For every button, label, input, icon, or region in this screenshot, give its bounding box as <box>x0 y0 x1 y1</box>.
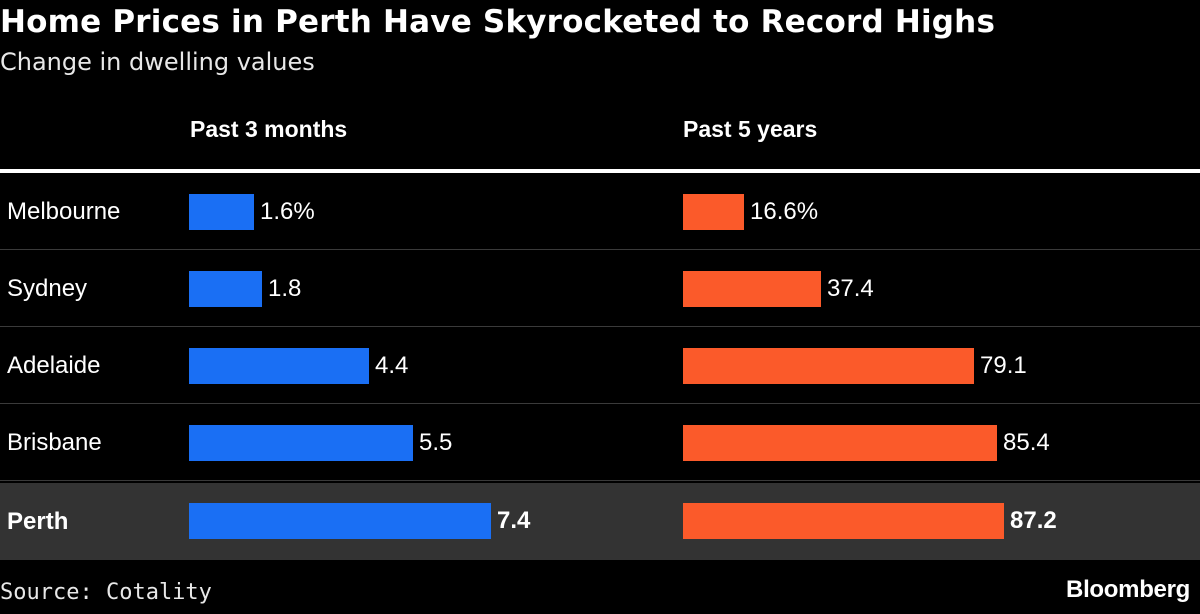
data-label-3-months: 5.5 <box>419 429 453 456</box>
column-header-3-months: Past 3 months <box>190 116 348 142</box>
data-label-3-months: 1.8 <box>268 275 302 302</box>
bar-3-months <box>189 503 491 539</box>
row-adelaide: Adelaide 4.4 79.1 <box>0 327 1200 404</box>
bar-5-years <box>683 425 997 461</box>
row-label: Sydney <box>7 275 88 302</box>
data-label-3-months: 4.4 <box>375 352 409 379</box>
bar-5-years <box>683 271 821 307</box>
data-label-5-years: 16.6% <box>750 198 819 225</box>
bar-3-months <box>189 348 369 384</box>
row-sydney: Sydney 1.8 37.4 <box>0 250 1200 327</box>
bar-5-years <box>683 194 744 230</box>
row-label: Melbourne <box>7 198 121 225</box>
row-melbourne: Melbourne 1.6% 16.6% <box>0 173 1200 250</box>
data-label-5-years: 79.1 <box>980 352 1027 379</box>
chart-subtitle: Change in dwelling values <box>0 48 315 76</box>
source-note: Source: Cotality <box>0 580 212 605</box>
data-label-5-years: 37.4 <box>827 275 874 302</box>
chart-title: Home Prices in Perth Have Skyrocketed to… <box>0 4 996 40</box>
data-label-3-months: 7.4 <box>497 507 531 534</box>
row-label: Adelaide <box>7 352 101 379</box>
column-header-5-years: Past 5 years <box>683 116 818 142</box>
data-label-3-months: 1.6% <box>260 198 315 225</box>
bar-5-years <box>683 348 974 384</box>
row-brisbane: Brisbane 5.5 85.4 <box>0 404 1200 481</box>
data-label-5-years: 87.2 <box>1010 507 1057 534</box>
bar-5-years <box>683 503 1004 539</box>
data-label-5-years: 85.4 <box>1003 429 1050 456</box>
header-rule <box>0 169 1200 173</box>
bloomberg-logo: Bloomberg <box>1066 576 1190 603</box>
row-label: Perth <box>7 508 69 535</box>
row-label: Brisbane <box>7 429 102 456</box>
bar-3-months <box>189 194 254 230</box>
row-perth: Perth 7.4 87.2 <box>0 483 1200 560</box>
bar-3-months <box>189 271 262 307</box>
bar-3-months <box>189 425 413 461</box>
